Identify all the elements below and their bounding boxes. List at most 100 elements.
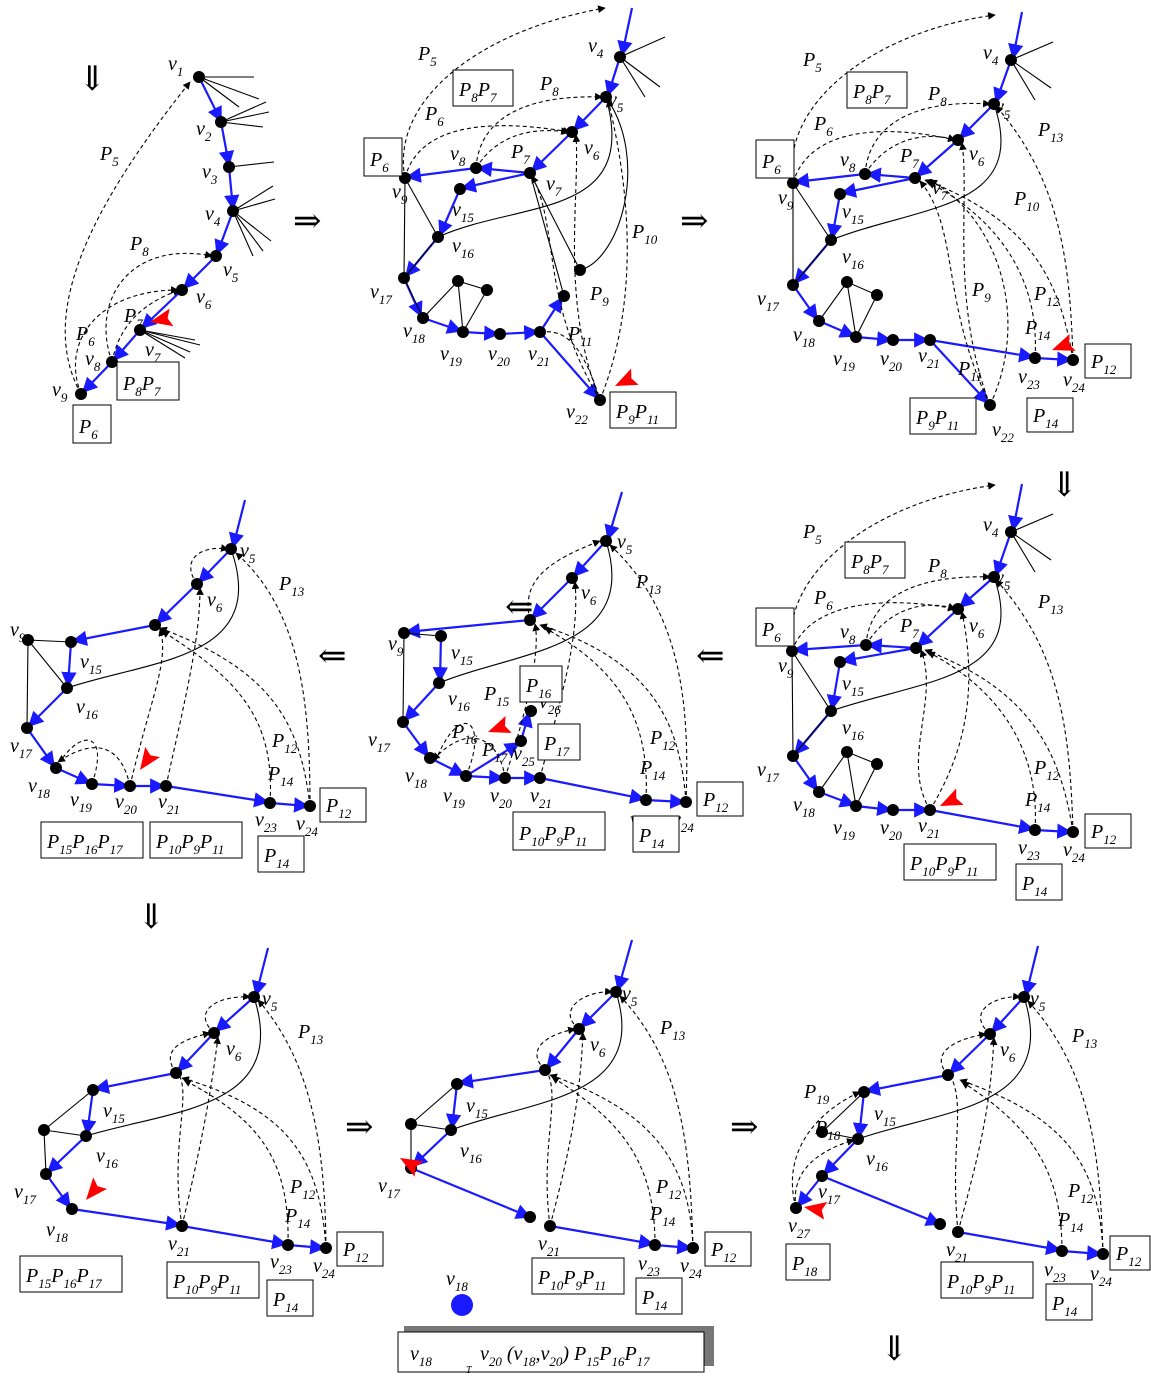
box-label: P12 xyxy=(1090,351,1117,377)
subscript: 6 xyxy=(774,162,781,177)
box-label: P12 xyxy=(342,1239,369,1265)
dashed-path xyxy=(957,1037,998,1233)
graph-edge xyxy=(43,1089,94,1131)
vertex-node xyxy=(65,636,77,648)
subscript: 15 xyxy=(883,1114,897,1129)
graph-edge xyxy=(198,76,260,100)
path-label: P6 xyxy=(813,587,833,613)
vertex-node xyxy=(534,772,546,784)
vertex-label: v23 xyxy=(270,1251,292,1277)
vertex-label: v17 xyxy=(818,1181,840,1207)
graph-edge xyxy=(821,1091,865,1133)
subscript: 24 xyxy=(1072,380,1086,395)
path-label: P9 xyxy=(971,279,991,305)
pointer-marker xyxy=(150,308,174,327)
label-base: v xyxy=(778,655,787,677)
label-base: v xyxy=(466,1095,475,1117)
vertex-label: v24 xyxy=(1063,369,1085,395)
subscript: 6 xyxy=(826,124,833,139)
tree-edge xyxy=(55,766,92,785)
subscript: 17 xyxy=(494,750,508,765)
label-base: v xyxy=(76,696,85,718)
subscript: 12 xyxy=(715,800,729,815)
label-base: P xyxy=(417,43,430,65)
dashed-path xyxy=(169,1030,211,1074)
subscript: 9 xyxy=(193,842,200,857)
vertex-node xyxy=(852,1133,864,1145)
path-label: P14 xyxy=(284,1205,311,1231)
label-base: P xyxy=(710,1239,723,1261)
vertex-node xyxy=(457,326,469,338)
tree-edge xyxy=(546,1028,580,1070)
label-box xyxy=(257,835,305,873)
vertex-label: v23 xyxy=(1018,366,1040,392)
label-base: P xyxy=(631,221,644,243)
subscript: 16 xyxy=(851,257,865,272)
vertex-node xyxy=(680,796,692,808)
graph-edge xyxy=(220,121,264,128)
subscript: 6 xyxy=(1009,1050,1016,1065)
dashed-path xyxy=(539,623,687,803)
tree-edge xyxy=(287,1239,326,1255)
subscript: 8 xyxy=(552,84,559,99)
label-box xyxy=(755,139,795,179)
box-label: P6 xyxy=(761,619,781,645)
box-label: P14 xyxy=(263,845,290,871)
vertex-label: v19 xyxy=(833,817,855,843)
subscript: 5 xyxy=(815,60,822,75)
vertex-label: v1 xyxy=(168,53,183,79)
tree-edge xyxy=(549,1224,655,1250)
subscript: 6 xyxy=(978,154,985,169)
vertex-node xyxy=(786,645,798,657)
subscript: 17 xyxy=(766,299,780,314)
vertex-node xyxy=(787,177,799,189)
vertex-node xyxy=(566,126,578,138)
path-label: P14 xyxy=(639,757,666,783)
graph-edge xyxy=(403,277,424,319)
subscript: 14 xyxy=(280,774,294,789)
label-base: P xyxy=(927,83,940,105)
tree-edge xyxy=(26,727,55,768)
label-base: v xyxy=(1018,366,1027,388)
subscript: 7 xyxy=(884,92,891,107)
graph-edge xyxy=(457,280,464,333)
label-base: P xyxy=(75,323,88,345)
graph-edge xyxy=(198,76,240,108)
graph-edge xyxy=(791,650,832,712)
tree-edge xyxy=(793,172,866,189)
label-base: v xyxy=(392,181,401,203)
dashed-path xyxy=(940,1031,987,1076)
vertex-node xyxy=(1005,526,1017,538)
label-base: P xyxy=(927,555,940,577)
tree-edge xyxy=(957,1230,1062,1256)
vertex-label: v27 xyxy=(788,1215,810,1241)
tree-edge xyxy=(1021,945,1040,997)
tree-edge xyxy=(224,166,240,211)
subscript: 9 xyxy=(556,834,563,849)
vertex-label: v21 xyxy=(530,785,552,811)
label-base: v xyxy=(680,1255,689,1277)
label-box xyxy=(632,815,680,853)
vertex-node xyxy=(850,800,862,812)
vertex-node xyxy=(405,1118,417,1130)
label-base: P xyxy=(659,1017,672,1039)
label-base: P xyxy=(635,571,648,593)
vertex-node xyxy=(850,331,862,343)
label-base: P xyxy=(481,739,494,761)
vertex-node xyxy=(61,682,73,694)
dashed-path xyxy=(619,995,694,1249)
vertex-node xyxy=(282,1239,294,1251)
tree-edge xyxy=(71,1207,182,1231)
transition-arrow: ⇐ xyxy=(696,638,725,675)
vertex-label: v8 xyxy=(450,143,466,169)
label-base: P xyxy=(761,151,774,173)
subscript: 15 xyxy=(112,1111,126,1126)
subscript: 6 xyxy=(216,600,223,615)
label-base: P xyxy=(284,1205,297,1227)
vertex-label: v9 xyxy=(388,633,404,659)
vertex-node xyxy=(215,116,227,128)
subscript: 20 xyxy=(889,359,903,374)
label-base: P xyxy=(543,733,556,755)
subscript: 17 xyxy=(766,770,780,785)
